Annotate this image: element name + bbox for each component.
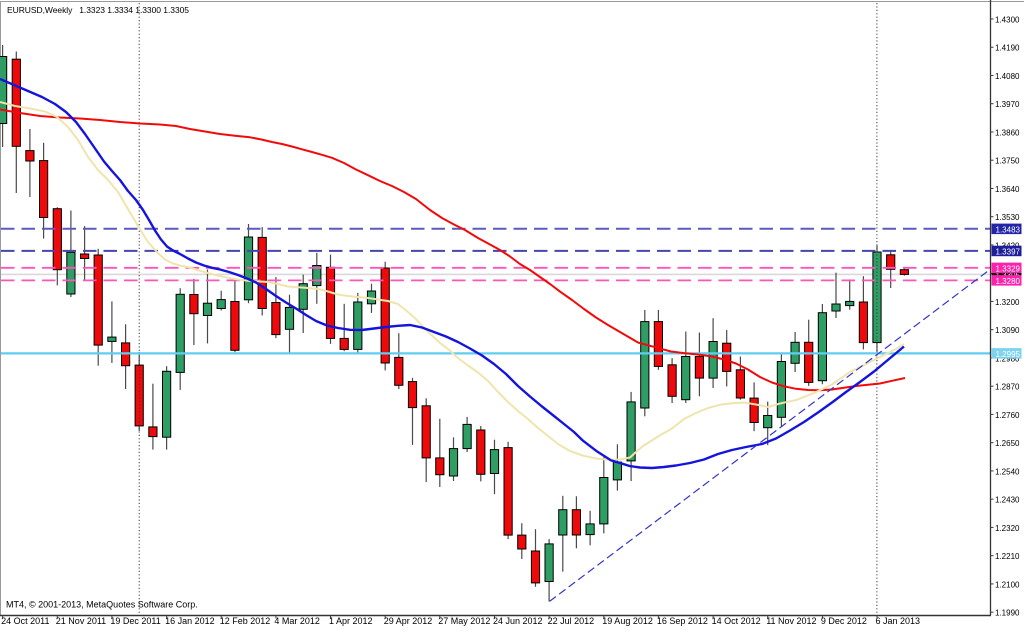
svg-text:19 Aug 2012: 19 Aug 2012: [602, 616, 653, 626]
svg-text:9 Dec 2012: 9 Dec 2012: [821, 616, 867, 626]
svg-text:1.3200: 1.3200: [995, 298, 1020, 307]
svg-text:1.4080: 1.4080: [995, 72, 1020, 81]
svg-text:1.3280: 1.3280: [996, 277, 1021, 286]
svg-text:1.3970: 1.3970: [995, 100, 1020, 109]
svg-text:1.3329: 1.3329: [996, 264, 1021, 273]
svg-text:21 Nov 2011: 21 Nov 2011: [56, 616, 106, 626]
svg-text:EURUSD,Weekly 1.3323 1.3334: EURUSD,Weekly 1.3323 1.3334 1.3300 1.330…: [7, 5, 189, 15]
svg-text:1.2650: 1.2650: [995, 439, 1020, 448]
svg-text:1.2995: 1.2995: [996, 350, 1021, 359]
svg-text:14 Oct 2012: 14 Oct 2012: [712, 616, 761, 626]
svg-text:22 Jul 2012: 22 Jul 2012: [548, 616, 595, 626]
svg-text:1.3090: 1.3090: [995, 326, 1020, 335]
svg-text:24 Oct 2011: 24 Oct 2011: [1, 616, 49, 626]
svg-text:1.2870: 1.2870: [995, 383, 1020, 392]
svg-text:1.3483: 1.3483: [996, 225, 1021, 234]
svg-text:1.3640: 1.3640: [995, 185, 1020, 194]
svg-text:16 Jan 2012: 16 Jan 2012: [165, 616, 215, 626]
svg-text:16 Sep 2012: 16 Sep 2012: [657, 616, 708, 626]
svg-text:1.2980: 1.2980: [995, 354, 1020, 363]
svg-text:1.2320: 1.2320: [995, 524, 1020, 533]
svg-text:1 Apr 2012: 1 Apr 2012: [329, 616, 373, 626]
svg-text:1.1990: 1.1990: [995, 609, 1020, 618]
svg-text:1.4300: 1.4300: [995, 15, 1020, 24]
svg-text:19 Dec 2011: 19 Dec 2011: [110, 616, 160, 626]
svg-text:1.2430: 1.2430: [995, 496, 1020, 505]
svg-text:1.4190: 1.4190: [995, 44, 1020, 53]
svg-text:1.3750: 1.3750: [995, 157, 1020, 166]
svg-text:6 Jan 2013: 6 Jan 2013: [876, 616, 921, 626]
svg-text:1.2100: 1.2100: [995, 580, 1020, 589]
svg-text:1.2210: 1.2210: [995, 552, 1020, 561]
svg-text:1.3397: 1.3397: [996, 248, 1021, 257]
svg-text:1.3860: 1.3860: [995, 128, 1020, 137]
svg-text:4 Mar 2012: 4 Mar 2012: [274, 616, 320, 626]
svg-text:27 May 2012: 27 May 2012: [438, 616, 490, 626]
svg-text:MT4, © 2001-2013, MetaQuotes S: MT4, © 2001-2013, MetaQuotes Software Co…: [6, 600, 198, 610]
svg-text:12 Feb 2012: 12 Feb 2012: [220, 616, 271, 626]
svg-text:1.3530: 1.3530: [995, 213, 1020, 222]
svg-text:11 Nov 2012: 11 Nov 2012: [766, 616, 816, 626]
svg-text:29 Apr 2012: 29 Apr 2012: [384, 616, 433, 626]
svg-text:1.2760: 1.2760: [995, 411, 1020, 420]
svg-text:1.2540: 1.2540: [995, 467, 1020, 476]
svg-text:24 Jun 2012: 24 Jun 2012: [493, 616, 543, 626]
